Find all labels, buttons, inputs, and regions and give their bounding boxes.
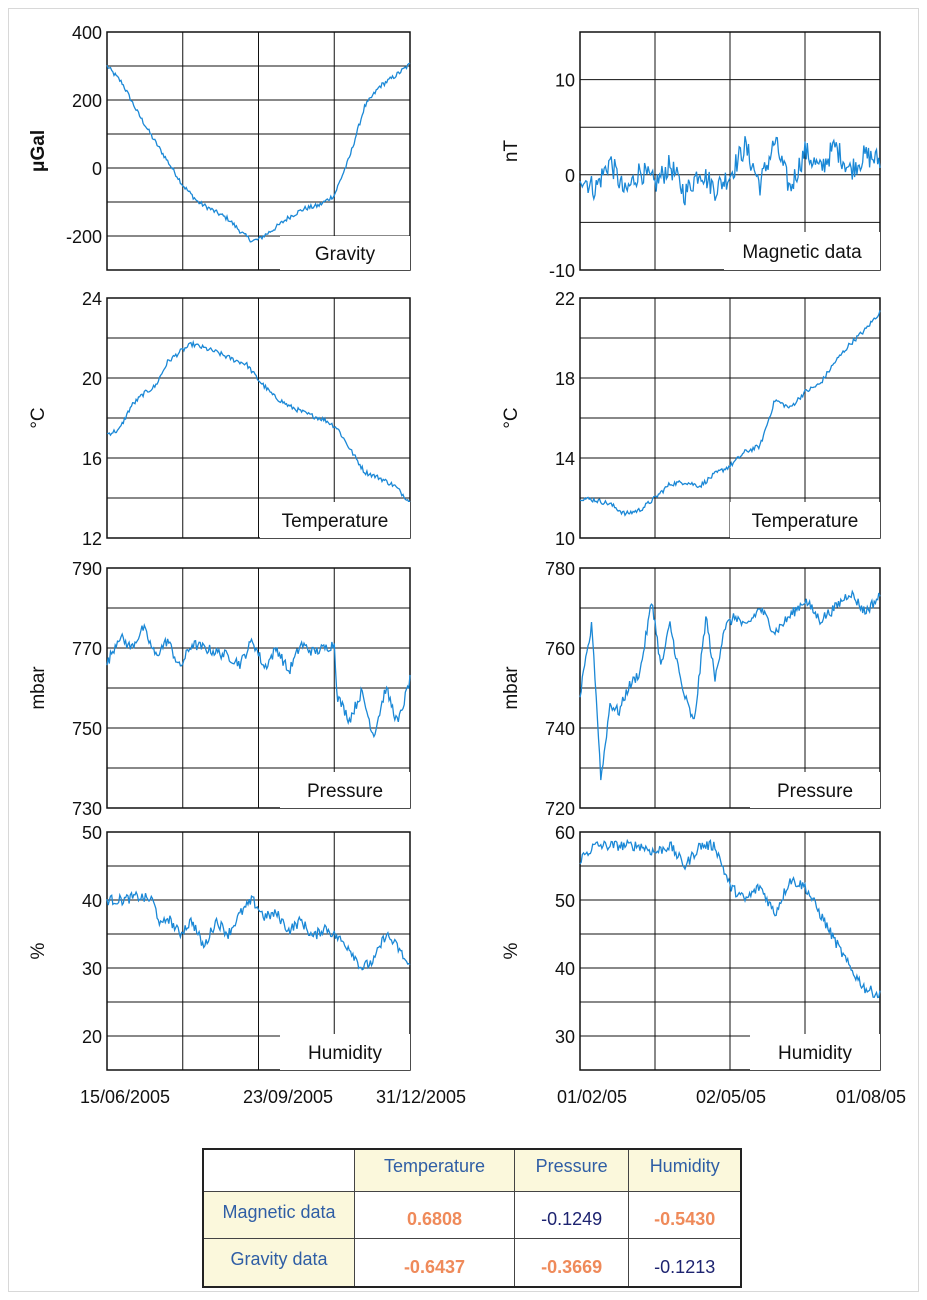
y-tick-label: 40	[555, 959, 575, 979]
y-tick-label: -10	[549, 261, 575, 281]
y-tick-label: 10	[555, 529, 575, 549]
table-header-row: Temperature Pressure Humidity	[202, 1148, 742, 1192]
y-tick-label: 750	[72, 719, 102, 739]
value-gravity-humidity: -0.1213	[628, 1238, 742, 1288]
y-tick-label: 50	[82, 823, 102, 843]
series-line	[579, 838, 881, 999]
series-line	[106, 890, 411, 971]
x-tick-label: 23/09/2005	[243, 1087, 333, 1107]
y-axis-label: %	[28, 942, 49, 959]
y-axis-label: μGal	[28, 130, 49, 172]
series-label-box	[280, 236, 410, 270]
series-line	[106, 623, 411, 739]
y-tick-label: 10	[555, 71, 575, 91]
series-line	[106, 62, 411, 243]
y-tick-label: 780	[545, 559, 575, 579]
y-tick-label: 20	[82, 1027, 102, 1047]
row-header-magnetic: Magnetic data	[202, 1190, 355, 1240]
y-tick-label: 30	[555, 1027, 575, 1047]
y-axis-label: °C	[28, 407, 49, 428]
series-label: Gravity	[315, 244, 376, 265]
row-header-gravity: Gravity data	[202, 1238, 355, 1288]
y-tick-label: 0	[92, 159, 102, 179]
column-header-temperature: Temperature	[354, 1148, 515, 1192]
y-tick-label: 50	[555, 891, 575, 911]
table-corner-cell	[202, 1148, 355, 1192]
value-magnetic-temperature: 0.6808	[354, 1190, 515, 1240]
series-label-box	[730, 502, 880, 538]
y-axis-label: mbar	[28, 666, 49, 710]
y-tick-label: 400	[72, 23, 102, 43]
x-tick-label: 31/12/2005	[376, 1087, 466, 1107]
series-label-box	[750, 1034, 880, 1070]
y-tick-label: 0	[565, 166, 575, 186]
series-line	[579, 136, 881, 206]
value-magnetic-humidity: -0.5430	[628, 1190, 742, 1240]
value-gravity-pressure: -0.3669	[513, 1238, 630, 1288]
y-tick-label: 20	[82, 369, 102, 389]
series-line	[579, 310, 881, 517]
table-row: Gravity data -0.6437 -0.3669 -0.1213	[202, 1238, 742, 1288]
series-line	[106, 339, 411, 504]
y-tick-label: 760	[545, 639, 575, 659]
correlation-table: Temperature Pressure Humidity Magnetic d…	[202, 1148, 742, 1288]
y-tick-label: 720	[545, 799, 575, 819]
y-tick-label: 30	[82, 959, 102, 979]
series-label: Temperature	[752, 511, 859, 532]
y-tick-label: 16	[82, 449, 102, 469]
y-tick-label: 24	[82, 289, 102, 309]
value-magnetic-pressure: -0.1249	[513, 1190, 630, 1240]
y-tick-label: 18	[555, 369, 575, 389]
series-label-box	[280, 1034, 410, 1070]
y-tick-label: 790	[72, 559, 102, 579]
value-gravity-temperature: -0.6437	[354, 1238, 515, 1288]
series-label: Temperature	[282, 511, 389, 532]
series-label: Pressure	[777, 781, 853, 802]
y-tick-label: -200	[66, 227, 102, 247]
y-axis-label: %	[501, 942, 522, 959]
y-tick-label: 740	[545, 719, 575, 739]
y-tick-label: 200	[72, 91, 102, 111]
table-row: Magnetic data 0.6808 -0.1249 -0.5430	[202, 1190, 742, 1240]
y-axis-label: nT	[501, 140, 522, 163]
series-label-box	[260, 502, 410, 538]
series-label-box	[724, 232, 880, 270]
y-tick-label: 22	[555, 289, 575, 309]
x-tick-label: 02/05/05	[696, 1087, 766, 1107]
x-tick-label: 01/02/05	[557, 1087, 627, 1107]
y-tick-label: 60	[555, 823, 575, 843]
series-label: Pressure	[307, 781, 383, 802]
series-line	[579, 589, 881, 781]
column-header-humidity: Humidity	[628, 1148, 742, 1192]
y-axis-label: mbar	[501, 666, 522, 710]
figure-frame	[8, 8, 919, 1292]
y-tick-label: 12	[82, 529, 102, 549]
column-header-pressure: Pressure	[513, 1148, 630, 1192]
series-label-box	[750, 772, 880, 808]
x-tick-label: 01/08/05	[836, 1087, 906, 1107]
series-label: Magnetic data	[742, 242, 862, 263]
series-label: Humidity	[778, 1043, 852, 1064]
y-tick-label: 770	[72, 639, 102, 659]
series-label: Humidity	[308, 1043, 382, 1064]
series-label-box	[280, 772, 410, 808]
x-tick-label: 15/06/2005	[80, 1087, 170, 1107]
y-axis-label: °C	[501, 407, 522, 428]
y-tick-label: 730	[72, 799, 102, 819]
y-tick-label: 14	[555, 449, 575, 469]
y-tick-label: 40	[82, 891, 102, 911]
